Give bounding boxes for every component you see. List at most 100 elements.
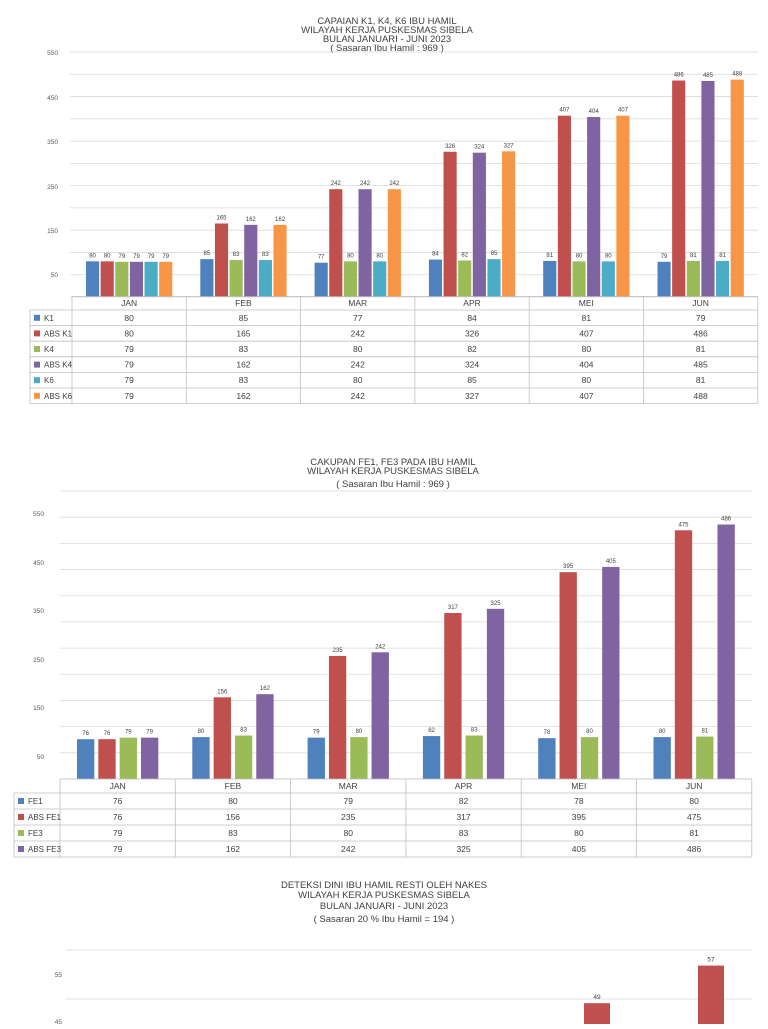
y-tick-label: 550 bbox=[33, 511, 44, 518]
data-label: 79 bbox=[661, 254, 668, 260]
bar-abs-fe3 bbox=[371, 652, 389, 779]
table-cell: 80 bbox=[574, 828, 584, 838]
bar-abs-fe3 bbox=[717, 524, 735, 779]
data-label: 165 bbox=[216, 216, 227, 222]
y-tick-label: 45 bbox=[55, 1019, 63, 1024]
table-cell: 80 bbox=[228, 796, 238, 806]
bar-fe1 bbox=[422, 736, 441, 779]
data-label: 79 bbox=[125, 730, 132, 736]
table-cell: 162 bbox=[226, 844, 240, 854]
table-cell: 242 bbox=[351, 360, 365, 370]
data-label: 81 bbox=[690, 253, 697, 259]
data-label: 80 bbox=[586, 729, 593, 735]
y-tick-label: 450 bbox=[33, 560, 44, 567]
data-label: 395 bbox=[563, 564, 574, 570]
data-label: 85 bbox=[491, 251, 498, 257]
legend-label: K4 bbox=[44, 345, 54, 354]
table-cell: 80 bbox=[582, 375, 592, 385]
legend-swatch bbox=[34, 377, 40, 384]
bar-abs-k1 bbox=[100, 261, 114, 297]
bar-fe1 bbox=[77, 739, 95, 779]
bar-abs-k4 bbox=[358, 189, 372, 297]
chart-title-line: BULAN JANUARI - JUNI 2023 bbox=[323, 34, 451, 45]
bar-abs-fe1 bbox=[674, 530, 693, 779]
data-label: 488 bbox=[732, 72, 743, 78]
data-label: 79 bbox=[133, 254, 140, 260]
table-cell: 81 bbox=[689, 828, 699, 838]
table-cell: 327 bbox=[465, 391, 479, 401]
y-tick-label: 250 bbox=[47, 184, 58, 191]
table-cell: 84 bbox=[467, 313, 477, 323]
data-label: 475 bbox=[678, 522, 689, 528]
y-tick-label: 150 bbox=[47, 228, 58, 235]
table-cell: 407 bbox=[579, 391, 593, 401]
table-cell: 80 bbox=[353, 344, 363, 354]
legend-label: FE1 bbox=[28, 797, 43, 806]
legend-label: K1 bbox=[44, 314, 54, 323]
bar-abs-k6 bbox=[387, 189, 401, 297]
data-label: 407 bbox=[559, 108, 570, 114]
table-cell: 81 bbox=[582, 313, 592, 323]
category-label: MEI bbox=[571, 781, 586, 791]
data-label: 486 bbox=[721, 517, 732, 523]
data-label: 79 bbox=[313, 730, 320, 736]
bar-k6 bbox=[487, 259, 501, 297]
data-label: 326 bbox=[445, 144, 456, 150]
data-label: 242 bbox=[375, 644, 386, 650]
legend-swatch bbox=[34, 346, 40, 352]
data-label: 80 bbox=[104, 253, 111, 259]
table-cell: 80 bbox=[689, 796, 699, 806]
bar-k6 bbox=[601, 261, 615, 297]
y-tick-label: 350 bbox=[33, 608, 44, 615]
data-label: 80 bbox=[89, 253, 96, 259]
table-cell: 82 bbox=[459, 796, 469, 806]
data-label: 83 bbox=[471, 728, 478, 734]
legend-swatch bbox=[18, 846, 24, 852]
table-cell: 81 bbox=[696, 375, 706, 385]
legend-swatch bbox=[34, 330, 40, 337]
bar-abs-fe3 bbox=[486, 608, 505, 779]
chart-title-line: WILAYAH KERJA PUSKESMAS SIBELA bbox=[307, 466, 479, 477]
data-label: 162 bbox=[275, 217, 286, 223]
chart-title-line: BULAN JANUARI - JUNI 2023 bbox=[320, 901, 448, 912]
bar-fe3 bbox=[234, 735, 253, 779]
table-cell: 324 bbox=[465, 360, 479, 370]
data-label: 404 bbox=[589, 109, 600, 115]
table-cell: 81 bbox=[696, 344, 706, 354]
data-label: 485 bbox=[703, 73, 714, 79]
legend-label: ABS FE1 bbox=[28, 813, 61, 822]
table-cell: 83 bbox=[239, 375, 249, 385]
bar-fe1 bbox=[307, 737, 325, 779]
table-cell: 405 bbox=[572, 844, 586, 854]
data-label: 79 bbox=[148, 254, 155, 260]
chart-title-line: CAKUPAN FE1, FE3 PADA IBU HAMIL bbox=[310, 457, 475, 468]
data-label: 235 bbox=[333, 648, 344, 654]
data-label: 80 bbox=[198, 729, 205, 735]
data-label: 81 bbox=[719, 253, 726, 259]
data-label: 83 bbox=[262, 252, 269, 258]
legend-label: K6 bbox=[44, 376, 54, 385]
legend-label: ABS K1 bbox=[44, 329, 73, 338]
chart-title-line: CAPAIAN K1, K4, K6 IBU HAMIL bbox=[317, 16, 456, 27]
data-label: 76 bbox=[82, 731, 89, 737]
category-label: APR bbox=[455, 781, 472, 791]
table-cell: 485 bbox=[694, 360, 708, 370]
data-label: 79 bbox=[118, 254, 125, 260]
bar-abs-k4 bbox=[701, 80, 715, 297]
bar-abs-k6 bbox=[616, 115, 630, 297]
table-cell: 325 bbox=[456, 844, 470, 854]
data-label: 81 bbox=[546, 253, 553, 259]
bar-abs-k6 bbox=[273, 224, 287, 297]
bar-fe3 bbox=[696, 736, 714, 779]
bar-abs-k1 bbox=[672, 80, 686, 297]
bar-abs-fe1 bbox=[213, 697, 231, 779]
table-cell: 79 bbox=[696, 313, 706, 323]
data-label: 242 bbox=[389, 181, 400, 187]
bar-k1 bbox=[428, 259, 443, 297]
data-label: 79 bbox=[162, 254, 169, 260]
table-cell: 80 bbox=[353, 375, 363, 385]
table-cell: 79 bbox=[113, 828, 123, 838]
bar-k6 bbox=[144, 261, 158, 297]
legend-swatch bbox=[34, 314, 40, 321]
